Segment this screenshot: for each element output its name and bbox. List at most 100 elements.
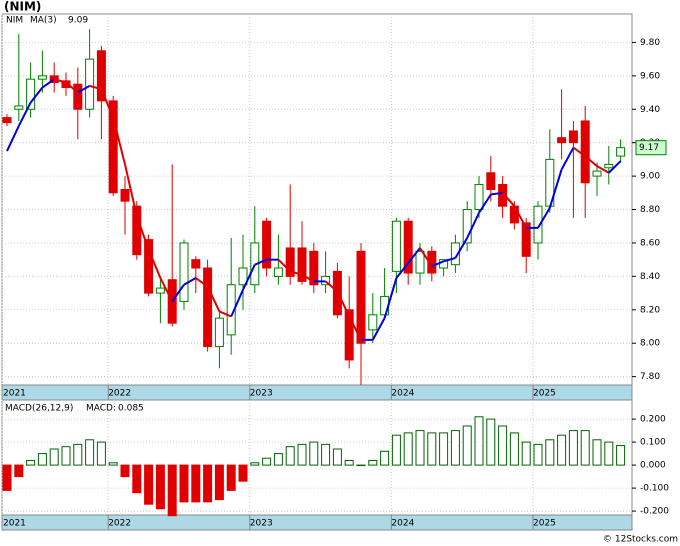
x-tick-label: 2023 (250, 389, 273, 399)
candle-body (509, 205, 519, 224)
ma-segment (501, 192, 516, 207)
ma-segment (147, 249, 162, 279)
x-tick-label: 2024 (391, 389, 414, 399)
candle-body (616, 147, 626, 157)
ma-segment (219, 310, 232, 318)
ma-segment (584, 155, 598, 167)
macd-bar (238, 464, 248, 482)
ma-segment (135, 215, 150, 250)
macd-bar (179, 464, 189, 503)
y-tick-label: 0.000 (640, 461, 666, 471)
ma-segment (277, 258, 291, 273)
ma-segment (513, 205, 528, 229)
candle-body (179, 242, 189, 302)
macd-bar (509, 432, 519, 466)
macd-bar (592, 439, 602, 466)
x-tick-label: 2023 (250, 519, 273, 529)
macd-bar (403, 432, 413, 466)
macd-bar (427, 432, 437, 466)
y-tick-label: 0.200 (640, 415, 666, 425)
macd-bar (533, 443, 543, 466)
candle-body (592, 170, 602, 177)
macd-bar (2, 464, 12, 491)
macd-bar (439, 432, 449, 466)
candle-body (73, 83, 83, 110)
ma-segment (407, 247, 421, 264)
macd-bar (285, 446, 295, 466)
candle-body (14, 105, 24, 110)
macd-bar (273, 453, 283, 466)
candle-body (462, 209, 472, 244)
macd-bar (474, 416, 484, 466)
x-tick-label: 2024 (391, 519, 414, 529)
candle-body (309, 250, 319, 286)
ma-segment (124, 164, 138, 217)
candle-body (356, 250, 366, 344)
ma-segment (537, 207, 551, 229)
macd-bar (37, 453, 47, 466)
macd-bar (26, 459, 36, 466)
candle-body (368, 314, 378, 331)
y-tick-label: 9.00 (640, 172, 660, 182)
candle-body (557, 137, 567, 144)
macd-bar (250, 462, 260, 466)
y-tick-label: 9.80 (640, 38, 660, 48)
candle-body (285, 247, 295, 277)
macd-bar (415, 430, 425, 466)
legend-entry: MA(3) (30, 16, 57, 26)
macd-bar (73, 443, 83, 466)
legend-entry: NIM (6, 16, 23, 26)
candle-body (415, 250, 425, 274)
ma-segment (383, 277, 398, 319)
macd-bar (155, 464, 165, 510)
candle-body (214, 317, 224, 348)
ma-segment (596, 165, 610, 174)
ma-segment (336, 290, 351, 317)
candle-body (203, 267, 213, 348)
ma-segment (89, 84, 102, 91)
candle-body (273, 267, 283, 277)
candle-body (26, 78, 36, 110)
macd-bar (521, 441, 531, 466)
ma-segment (490, 191, 503, 196)
ma-segment (53, 78, 67, 84)
macd-bar (144, 464, 154, 505)
ma-segment (65, 81, 79, 94)
candle-body (486, 172, 496, 190)
ma-segment (289, 270, 303, 276)
candle-body (61, 80, 71, 89)
macd-bar (120, 464, 130, 478)
macd-bar (498, 425, 508, 466)
ma-segment (17, 102, 32, 127)
legend-value: 9.09 (68, 16, 88, 26)
candle-body (391, 220, 401, 272)
macd-bar (380, 450, 390, 466)
x-tick-label: 2021 (3, 389, 26, 399)
x-tick-label: 2022 (108, 389, 131, 399)
ma-segment (100, 88, 115, 118)
candle-body (604, 163, 614, 169)
macd-bar (545, 439, 555, 466)
ma-segment (171, 284, 185, 303)
ma-segment (431, 260, 444, 268)
x-tick-label: 2025 (533, 389, 556, 399)
macd-bar (191, 464, 201, 503)
ma-segment (41, 78, 55, 89)
legend-value: 0.085 (118, 404, 144, 414)
price-tag (635, 140, 667, 156)
ma-segment (548, 169, 563, 209)
ma-segment (112, 117, 126, 165)
y-tick-label: 9.60 (640, 71, 660, 81)
y-tick-label: 7.80 (640, 372, 660, 382)
macd-bar (486, 418, 496, 466)
macd-bar (61, 446, 71, 466)
x-tick-label: 2021 (3, 519, 26, 529)
footer: © 12Stocks.com (603, 535, 678, 545)
candle-body (2, 117, 12, 124)
macd-bar (132, 464, 142, 494)
ma-segment (443, 257, 456, 263)
ma-segment (466, 212, 480, 239)
macd-bar (226, 464, 236, 491)
candle-body (262, 220, 272, 269)
